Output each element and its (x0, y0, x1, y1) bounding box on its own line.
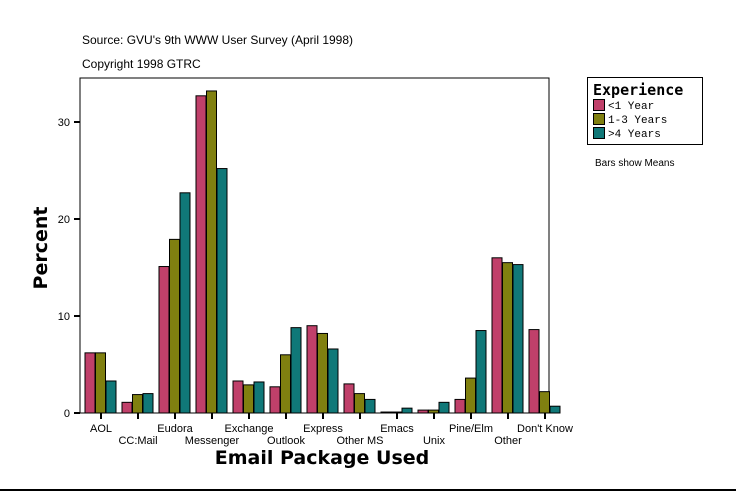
bar (364, 398, 376, 414)
x-tick-label: Exchange (225, 423, 274, 435)
bar (169, 238, 180, 414)
legend-item: <1 Year (593, 99, 654, 113)
divider (0, 489, 736, 491)
legend-swatch (593, 127, 605, 139)
bar (354, 393, 365, 414)
bar (317, 332, 328, 414)
bar (438, 401, 450, 414)
bar (216, 168, 228, 414)
bar (232, 380, 244, 414)
x-tick-label: Emacs (380, 423, 414, 435)
copyright-text: Copyright 1998 GTRC (82, 57, 201, 71)
bar (95, 352, 106, 414)
x-tick-label: Messenger (185, 435, 240, 447)
legend: Experience <1 Year 1-3 Years >4 Years (587, 77, 703, 145)
bar (179, 192, 191, 414)
bar (206, 90, 217, 414)
bar (502, 262, 513, 414)
bar (454, 398, 466, 414)
y-tick-label: 30 (58, 117, 70, 129)
bar (417, 409, 429, 414)
y-tick-label: 20 (58, 214, 70, 226)
x-tick-label: Don't Know (517, 423, 573, 435)
bar (290, 327, 302, 414)
y-tick-label: 10 (58, 311, 70, 323)
legend-title: Experience (593, 81, 684, 99)
bar (401, 407, 413, 414)
bar (306, 325, 318, 414)
bar (121, 401, 133, 414)
bar (280, 354, 291, 414)
x-tick-label: Eudora (157, 423, 193, 435)
bar (327, 348, 339, 414)
bar (253, 381, 265, 414)
legend-item: >4 Years (593, 127, 661, 141)
bar (491, 257, 503, 414)
x-axis-label: Email Package Used (215, 447, 430, 469)
bar (391, 411, 402, 414)
bar (475, 330, 487, 414)
bar (243, 384, 254, 414)
bar (195, 95, 207, 414)
x-tick-label: Pine/Elm (449, 423, 493, 435)
bars-note: Bars show Means (595, 158, 675, 169)
x-tick-label: Outlook (267, 435, 305, 447)
y-axis-label: Percent (30, 207, 52, 290)
legend-label: >4 Years (608, 129, 661, 141)
x-tick-label: Other MS (336, 435, 383, 447)
bar (539, 391, 550, 414)
bar (343, 383, 355, 414)
bar (512, 264, 524, 414)
bar (465, 377, 476, 414)
source-text: Source: GVU's 9th WWW User Survey (April… (82, 33, 354, 47)
bar (549, 405, 561, 414)
x-tick-label: AOL (90, 423, 112, 435)
x-tick-label: Unix (423, 435, 446, 447)
legend-swatch (593, 99, 605, 111)
bar (158, 266, 170, 414)
bar (105, 380, 117, 414)
bar (84, 352, 96, 414)
bar (132, 394, 143, 414)
bar (380, 411, 392, 414)
y-tick-label: 0 (64, 408, 70, 420)
legend-label: <1 Year (608, 101, 655, 113)
bar (142, 393, 154, 414)
x-tick-label: Express (303, 423, 343, 435)
bar (428, 409, 439, 414)
legend-swatch (593, 113, 605, 125)
legend-item: 1-3 Years (593, 113, 667, 127)
x-tick-label: CC:Mail (118, 435, 157, 447)
bar (269, 386, 281, 414)
legend-label: 1-3 Years (608, 115, 668, 127)
x-tick-label: Other (494, 435, 522, 447)
bar (528, 329, 540, 414)
